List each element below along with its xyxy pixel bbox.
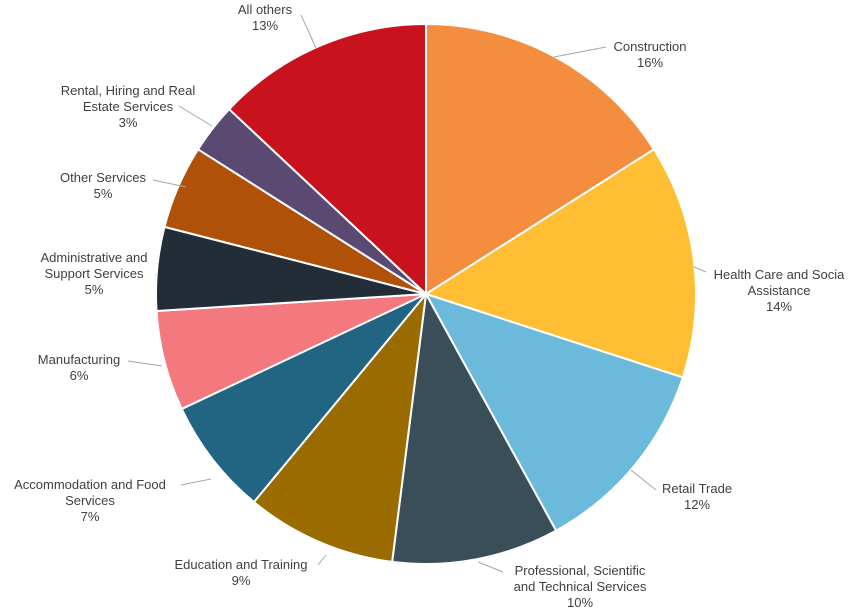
slice-category-label: Accommodation and Food	[14, 477, 166, 492]
slice-percent-label: 9%	[232, 573, 251, 588]
slice-percent-label: 16%	[637, 55, 663, 70]
pie-slice-all-others	[228, 23, 427, 295]
pie-slice-construction	[425, 23, 655, 295]
leader-lines	[127, 14, 707, 573]
slice-category-label: Estate Services	[83, 99, 174, 114]
leader-line-all-others	[300, 14, 317, 49]
slice-percent-label: 5%	[85, 282, 104, 297]
slice-percent-label: 13%	[252, 18, 278, 33]
leader-line-education-and-training	[317, 554, 327, 566]
slice-category-label: Manufacturing	[38, 352, 120, 367]
leader-line-construction	[553, 46, 607, 58]
slice-category-label: Assistance	[748, 283, 811, 298]
pie-slice-retail-trade	[425, 293, 684, 532]
leader-line-professional-scientific-and-technical-services	[477, 561, 504, 573]
slice-percent-label: 10%	[567, 595, 593, 610]
leader-line-accommodation-and-food-services	[180, 478, 212, 486]
slice-category-label: Support Services	[45, 266, 144, 281]
pie-slice-accommodation-and-food-services	[180, 293, 427, 504]
pie-slice-education-and-training	[252, 293, 427, 563]
leader-line-rental-hiring-and-real-estate-services	[178, 105, 213, 127]
slice-category-label: Retail Trade	[662, 481, 732, 496]
slice-category-label: Rental, Hiring and Real	[61, 83, 196, 98]
slice-percent-label: 3%	[119, 115, 138, 130]
slice-category-label: Health Care and Socia	[714, 267, 846, 282]
slice-percent-label: 7%	[81, 509, 100, 524]
slice-percent-label: 12%	[684, 497, 710, 512]
slice-category-label: All others	[238, 2, 293, 17]
pie-slice-health-care-and-socia-assistance	[425, 148, 697, 379]
leader-line-other-services	[152, 179, 187, 188]
slice-percent-label: 14%	[766, 299, 792, 314]
pie-slice-professional-scientific-and-technical-services	[391, 293, 558, 565]
slice-category-label: Other Services	[60, 170, 146, 185]
slice-percent-label: 5%	[94, 186, 113, 201]
slice-category-label: and Technical Services	[514, 579, 647, 594]
slice-category-label: Construction	[614, 39, 687, 54]
slice-percent-label: 6%	[70, 368, 89, 383]
slice-category-label: Administrative and	[41, 250, 148, 265]
pie-slices	[155, 23, 697, 565]
leader-line-health-care-and-socia-assistance	[693, 266, 707, 273]
slice-category-label: Services	[65, 493, 115, 508]
slice-category-label: Professional, Scientific	[515, 563, 646, 578]
leader-line-retail-trade	[630, 469, 657, 491]
leader-line-manufacturing	[127, 360, 163, 367]
slice-category-label: Education and Training	[175, 557, 308, 572]
